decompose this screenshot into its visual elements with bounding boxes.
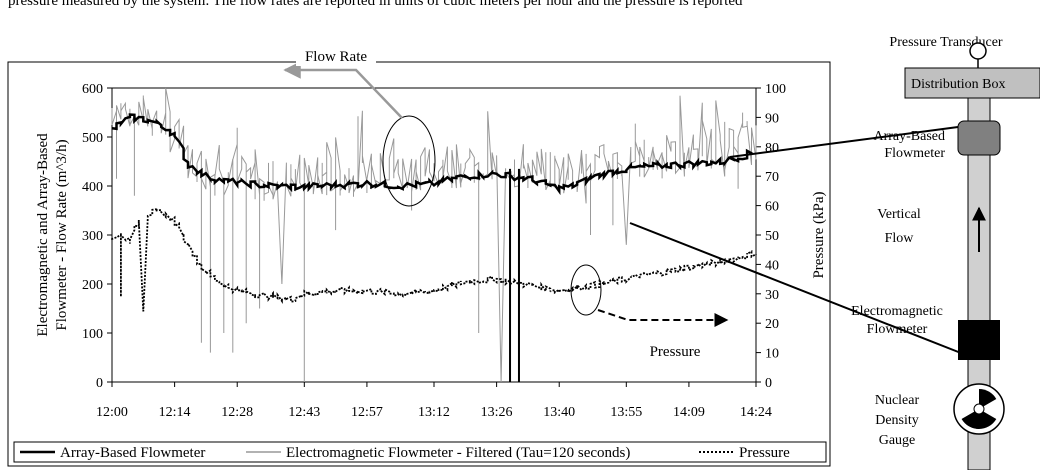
caption-text: pressure measured by the system. The flo… (8, 0, 743, 9)
series-line-em-filtered (111, 87, 757, 383)
schematic: Pressure Transducer Distribution Box Arr… (851, 35, 1040, 470)
y-right-tick-label: 20 (765, 317, 779, 332)
em-leader-line (629, 222, 967, 356)
y-left-tick-label: 200 (82, 278, 103, 293)
y-right-tick-label: 60 (765, 200, 779, 215)
legend-label-pressure: Pressure (739, 445, 790, 461)
density-gauge-label-2: Density (875, 413, 919, 428)
y-right-tick-label: 100 (765, 82, 786, 97)
y-right-tick-label: 40 (765, 258, 779, 273)
vertical-flow-label-1: Vertical (877, 207, 921, 222)
y-left-tick-label: 300 (82, 229, 103, 244)
series-line-pressure (111, 208, 757, 312)
axis-ticks: 0 100 200 300 400 500 600 0 10 20 30 40 50 60 70 80 90 10… (82, 82, 786, 420)
y-axis-right-label: Pressure (kPa) (811, 191, 827, 278)
y-left-tick-label: 500 (82, 131, 103, 146)
legend-label-array: Array-Based Flowmeter (60, 445, 205, 461)
flow-rate-callout-ellipse (382, 115, 436, 207)
vertical-flow-label-2: Flow (885, 231, 915, 246)
flow-rate-label-bg (296, 44, 376, 66)
x-tick-label: 12:28 (221, 405, 253, 420)
legend-label-em: Electromagnetic Flowmeter - Filtered (Ta… (286, 445, 630, 461)
array-flowmeter-icon (957, 120, 1001, 156)
pressure-label: Pressure (650, 344, 701, 360)
x-tick-label: 14:09 (673, 405, 705, 420)
transducer-icon (969, 42, 987, 60)
radiation-icon (953, 383, 1005, 435)
y-left-tick-label: 600 (82, 82, 103, 97)
em-flowmeter-label-1: Electromagnetic (851, 304, 943, 319)
y-right-tick-label: 80 (765, 141, 779, 156)
x-tick-label: 14:24 (740, 405, 772, 420)
x-tick-label: 13:12 (418, 405, 450, 420)
em-flowmeter-icon (958, 320, 1000, 360)
y-left-tick-label: 100 (82, 327, 103, 342)
density-gauge-label-3: Gauge (879, 433, 916, 448)
annotations: Flow Rate Pressure (283, 44, 967, 360)
y-right-tick-label: 50 (765, 229, 779, 244)
chart-frame (7, 61, 831, 467)
x-tick-label: 13:55 (610, 405, 642, 420)
y-left-tick-label: 400 (82, 180, 103, 195)
x-tick-label: 13:26 (481, 405, 513, 420)
pressure-callout-ellipse (570, 264, 602, 316)
y-left-tick-label: 0 (96, 376, 103, 391)
x-tick-label: 13:40 (543, 405, 575, 420)
legend-box (13, 441, 827, 463)
x-tick-label: 12:57 (351, 405, 383, 420)
x-tick-label: 12:43 (288, 405, 320, 420)
flow-rate-arrow (283, 61, 403, 119)
array-leader-line (729, 126, 959, 158)
legend: Array-Based Flowmeter Electromagnetic Fl… (13, 441, 827, 463)
y-right-tick-label: 10 (765, 347, 779, 362)
y-right-tick-label: 90 (765, 111, 779, 126)
x-tick-label: 12:00 (96, 405, 128, 420)
distribution-box-label: Distribution Box (911, 77, 1006, 92)
y-right-tick-label: 0 (765, 376, 772, 391)
distribution-box (904, 67, 1040, 99)
y-axis-left-label-line1: Electromagnetic and Array-Based (35, 133, 51, 337)
em-flowmeter-label-2: Flowmeter (867, 322, 928, 337)
y-right-tick-label: 30 (765, 288, 779, 303)
caption-strip: pressure measured by the system. The flo… (0, 0, 1040, 22)
y-right-tick-label: 70 (765, 170, 779, 185)
array-flowmeter-label-2: Flowmeter (884, 146, 945, 161)
array-flowmeter-label-1: Array-Based (873, 129, 945, 144)
flow-rate-label: Flow Rate (305, 49, 367, 65)
density-gauge-label-1: Nuclear (875, 393, 920, 408)
y-axis-left-label-line2: Flowmeter - Flow Rate (m^3/h) (54, 139, 70, 330)
x-tick-label: 12:14 (159, 405, 191, 420)
